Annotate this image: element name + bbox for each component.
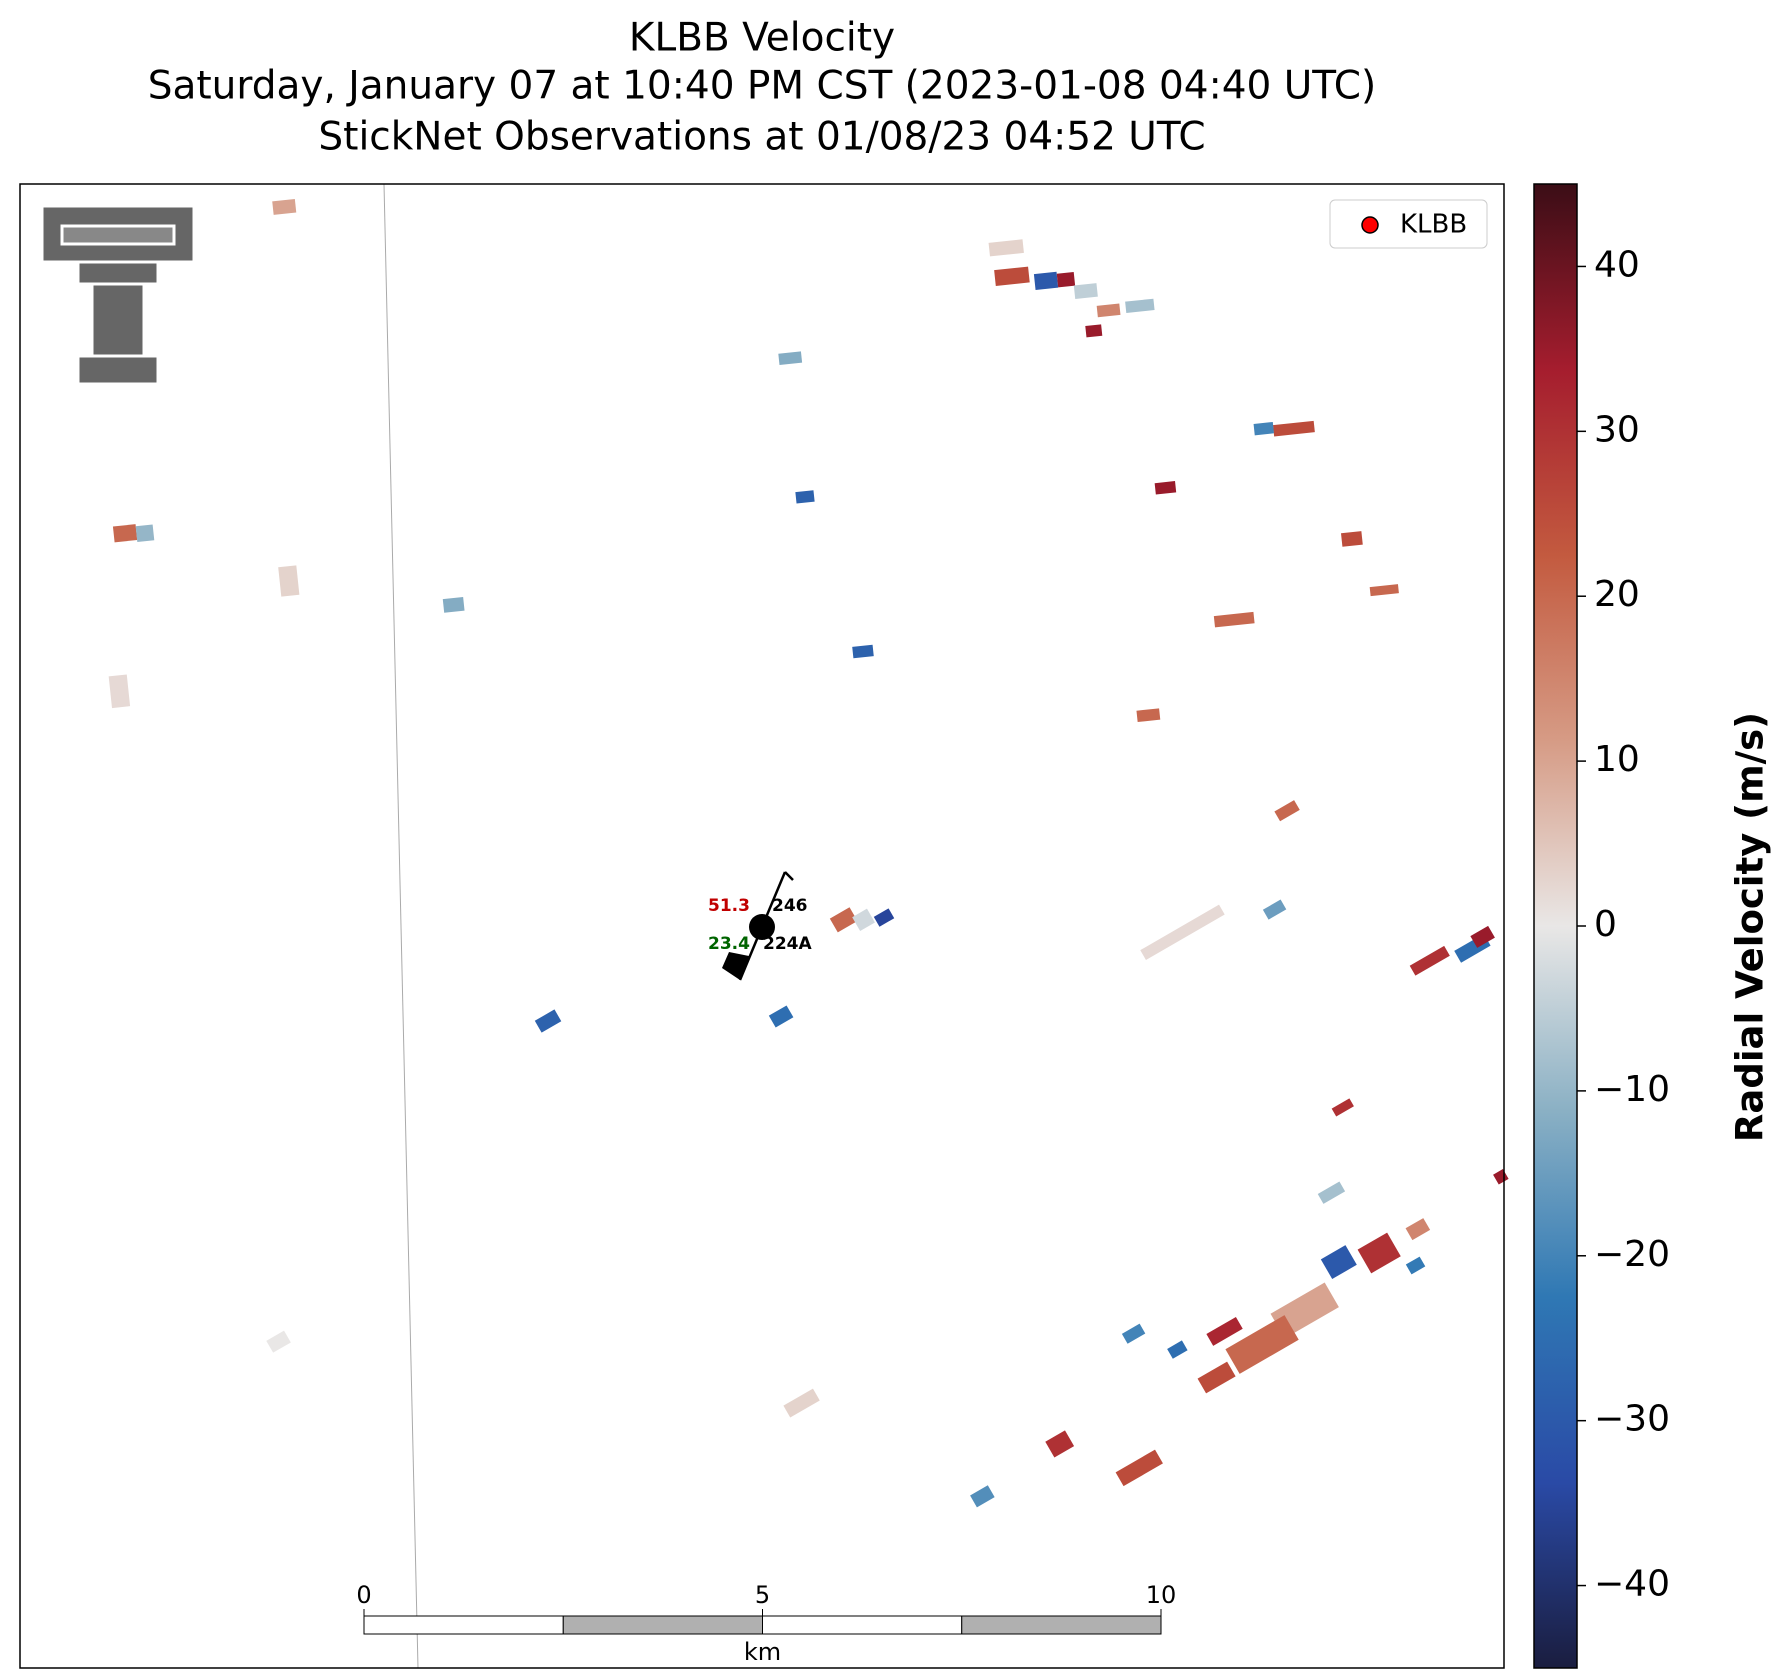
- radar-gate: [1405, 1256, 1426, 1275]
- colorbar: Radial Velocity (m/s) −40 −30 −20 −10 0 10 20 3…: [1533, 183, 1772, 1669]
- colorbar-gradient: [1533, 183, 1578, 1669]
- radar-gate: [1125, 298, 1155, 313]
- station-plot: 51.3 246 23.4 224A: [708, 871, 812, 981]
- colorbar-tick-label: 30: [1594, 409, 1640, 450]
- radar-gate: [778, 351, 803, 365]
- legend: KLBB: [1329, 199, 1488, 249]
- radar-gate: [852, 908, 875, 931]
- colorbar-tick-label: −40: [1594, 1564, 1670, 1605]
- radar-gate: [1274, 800, 1300, 822]
- radar-gate: [1262, 899, 1287, 920]
- scale-bar-unit: km: [744, 1638, 781, 1666]
- colorbar-label: Radial Velocity (m/s): [1729, 712, 1772, 1142]
- radar-gate: [112, 524, 138, 543]
- colorbar-tick-label: 0: [1594, 904, 1617, 945]
- radar-gate: [783, 1388, 820, 1418]
- radar-gate: [534, 1009, 562, 1033]
- radar-gate: [1167, 1340, 1188, 1359]
- radar-gate: [795, 490, 815, 504]
- radar-gate: [768, 1005, 794, 1028]
- colorbar-tick-label: 20: [1594, 574, 1640, 615]
- radar-gate: [970, 1485, 995, 1508]
- legend-box: [1329, 199, 1488, 249]
- radar-gate: [1121, 1323, 1146, 1344]
- radar-gate: [266, 1330, 291, 1353]
- legend-label: KLBB: [1400, 210, 1467, 240]
- radar-gate: [1405, 1218, 1431, 1241]
- pressure: 246: [772, 896, 808, 916]
- colorbar-tick-label: −20: [1594, 1234, 1670, 1275]
- county-line: [383, 183, 419, 1669]
- radar-gate: [1073, 283, 1098, 300]
- radar-gate: [1085, 324, 1103, 338]
- ttu-logo: [40, 204, 196, 386]
- radar-gate: [1272, 420, 1315, 437]
- radar-gate: [1253, 421, 1274, 436]
- radar-gate: [1470, 925, 1495, 948]
- radar-gate: [988, 239, 1024, 257]
- radar-gate: [994, 266, 1030, 286]
- legend-marker: [1361, 216, 1379, 234]
- radar-gate: [1197, 1361, 1236, 1394]
- radar-gate: [272, 198, 297, 215]
- map-frame: [19, 183, 1505, 1669]
- scale-bar-label: 0: [356, 1581, 371, 1609]
- scale-bar-label: 10: [1146, 1581, 1177, 1609]
- radar-gate: [1317, 1181, 1346, 1204]
- colorbar-tick-label: 40: [1594, 244, 1640, 285]
- dewpoint: 23.4: [708, 934, 750, 954]
- radar-gate: [135, 524, 155, 543]
- radar-gate: [1140, 904, 1225, 961]
- radar-gate: [108, 674, 131, 709]
- radar-gate: [1154, 481, 1177, 495]
- radar-gate: [1320, 1245, 1357, 1280]
- radar-gate: [829, 907, 858, 933]
- map: 51.3 246 23.4 224A KLBB 0 5 10 km: [19, 183, 1509, 1669]
- subtitle: Saturday, January 07 at 10:40 PM CST (20…: [148, 64, 1377, 109]
- radar-gate: [1357, 1232, 1401, 1274]
- radar-gates: [108, 198, 1509, 1508]
- colorbar-tick-label: 10: [1594, 739, 1640, 780]
- scale-bar-segment: [961, 1615, 1162, 1635]
- radar-gate: [873, 908, 895, 927]
- radar-gate: [1136, 708, 1161, 723]
- radar-gate: [1369, 584, 1399, 597]
- radar-gate: [1206, 1316, 1243, 1346]
- colorbar-tick-label: −10: [1594, 1069, 1670, 1110]
- station-id: 224A: [763, 934, 812, 954]
- radar-gate: [1213, 611, 1255, 628]
- scale-bar-segment: [363, 1615, 564, 1635]
- radar-gate: [852, 644, 874, 659]
- radar-gate: [1341, 531, 1363, 547]
- radar-gate: [1225, 1315, 1299, 1374]
- radar-gate: [1056, 272, 1076, 288]
- radar-gate: [278, 565, 300, 597]
- radar-gate: [1115, 1449, 1163, 1487]
- scale-bar-segment: [562, 1615, 763, 1635]
- radar-gate: [1409, 945, 1450, 976]
- scale-bar: 0 5 10 km: [356, 1581, 1176, 1666]
- temperature: 51.3: [708, 896, 750, 916]
- radar-gate: [1331, 1098, 1354, 1117]
- radar-gate: [1033, 271, 1059, 290]
- subtitle: StickNet Observations at 01/08/23 04:52 …: [318, 115, 1205, 160]
- radar-gate: [1045, 1430, 1075, 1458]
- scale-bar-label: 5: [755, 1581, 770, 1609]
- radar-gate: [1096, 303, 1121, 318]
- colorbar-tick-label: −30: [1594, 1399, 1670, 1440]
- scale-bar-segment: [762, 1615, 963, 1635]
- radar-gate: [442, 597, 465, 613]
- title: KLBB Velocity: [629, 16, 895, 61]
